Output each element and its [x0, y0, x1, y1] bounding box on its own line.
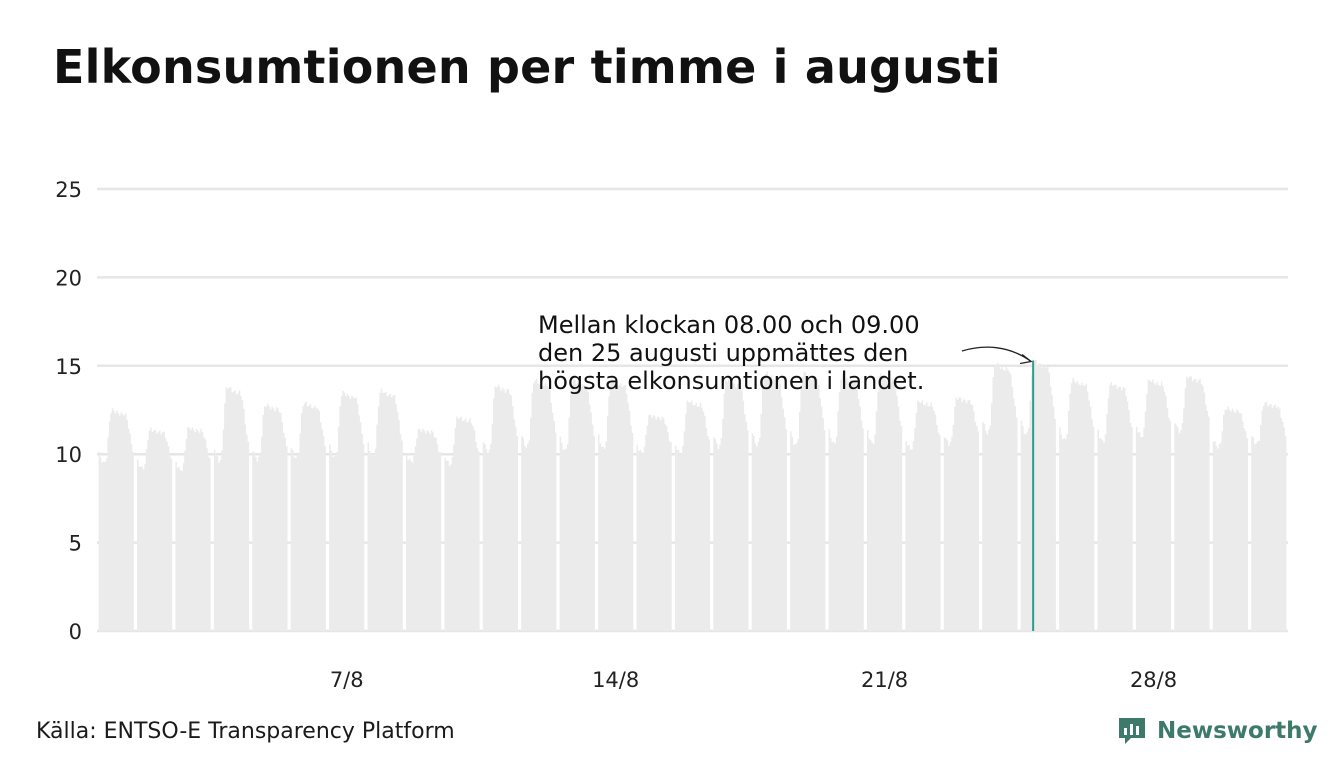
day-area: [175, 427, 211, 631]
day-area: [559, 378, 595, 631]
day-area: [290, 401, 326, 631]
day-area: [521, 378, 557, 631]
day-area: [598, 377, 634, 631]
y-tick-label-25: 25: [55, 178, 82, 202]
x-tick-label: 7/8: [330, 668, 364, 692]
day-area: [790, 371, 826, 631]
day-area: [1097, 382, 1133, 631]
day-area: [674, 400, 711, 631]
day-area: [713, 379, 749, 631]
day-area: [636, 414, 672, 631]
day-area: [444, 416, 480, 631]
day-area: [943, 397, 979, 631]
day-area: [329, 390, 365, 631]
y-tick-label-0: 0: [69, 620, 82, 644]
consumption-area: [98, 359, 1287, 631]
y-tick-label-10: 10: [55, 443, 82, 467]
day-area: [828, 374, 864, 631]
day-area: [1174, 376, 1210, 631]
annotation-arrowhead: [1019, 353, 1033, 365]
x-axis-labels: 7/8 14/8 21/8 28/8: [330, 668, 1177, 692]
source-credit: Källa: ENTSO-E Transparency Platform: [36, 719, 455, 744]
y-tick-label-20: 20: [55, 266, 82, 290]
day-area: [867, 373, 903, 631]
annotation-line: Mellan klockan 08.00 och 09.00: [538, 311, 920, 339]
day-area: [252, 403, 288, 631]
y-tick-label-5: 5: [69, 532, 82, 556]
newsworthy-bar-chart-bubble-icon: [1119, 718, 1145, 744]
annotation-line: den 25 augusti uppmättes den: [538, 339, 908, 367]
day-area: [367, 388, 403, 631]
day-area: [982, 362, 1018, 631]
day-area: [1059, 377, 1095, 631]
x-tick-label: 14/8: [592, 668, 639, 692]
day-area: [1135, 379, 1172, 631]
y-axis-labels: 0 5 10 15 20 25: [55, 178, 82, 644]
day-area: [751, 371, 787, 631]
y-tick-label-15: 15: [55, 355, 82, 379]
day-area: [213, 387, 250, 631]
day-area: [482, 384, 518, 631]
day-area: [905, 400, 941, 631]
day-area: [137, 427, 173, 631]
x-tick-label: 21/8: [861, 668, 908, 692]
day-area: [98, 408, 134, 631]
x-tick-label: 28/8: [1130, 668, 1177, 692]
brand-logo: Newsworthy: [1117, 714, 1318, 748]
day-area: [406, 428, 442, 631]
day-area: [1212, 406, 1248, 631]
day-area: [1251, 401, 1287, 631]
brand-name: Newsworthy: [1157, 718, 1318, 744]
annotation-arrow: [961, 346, 1032, 363]
annotation-line: högsta elkonsumtionen i landet.: [538, 367, 924, 395]
chart-title: Elkonsumtionen per timme i augusti: [53, 40, 1001, 94]
day-area: [1020, 359, 1056, 631]
